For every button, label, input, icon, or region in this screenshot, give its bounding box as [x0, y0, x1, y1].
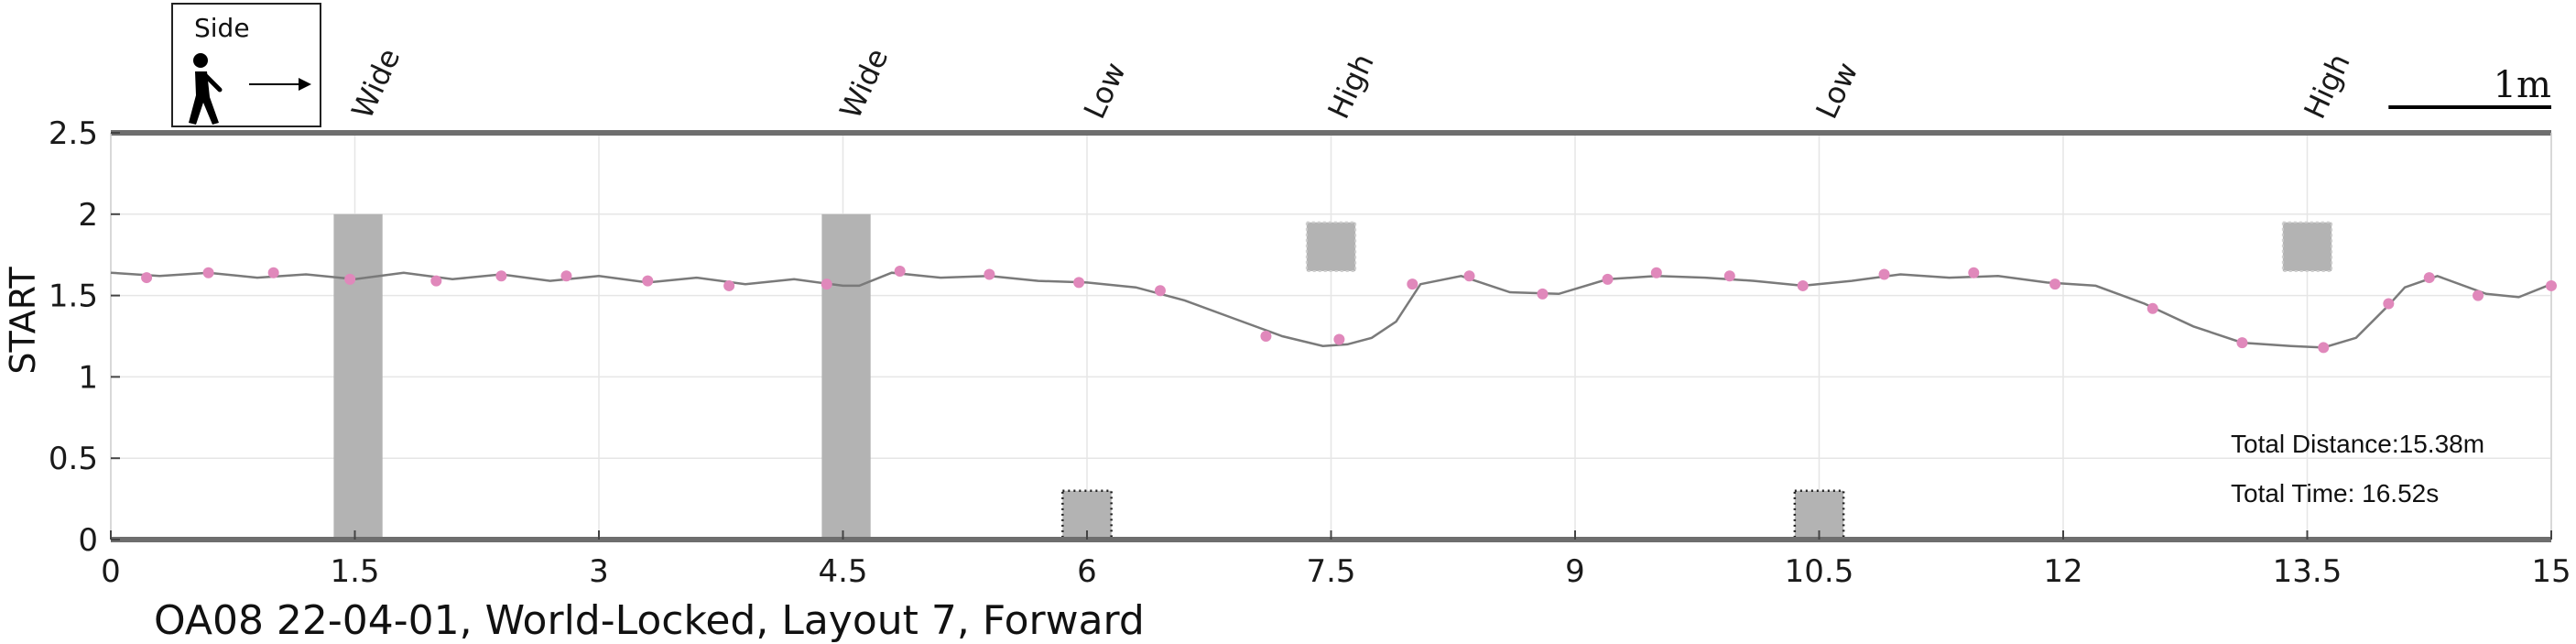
trajectory-point: [430, 275, 442, 287]
trajectory-point: [141, 272, 153, 284]
trajectory-point: [1602, 273, 1614, 285]
obstacle-high-3: [1305, 221, 1357, 272]
x-tick-label: 7.5: [1306, 553, 1355, 590]
trajectory-point: [495, 270, 507, 282]
trajectory-point: [1260, 331, 1272, 342]
obstacle-label-high: High: [2297, 49, 2357, 125]
y-tick-label: 0.5: [49, 441, 98, 477]
walking-person-arrow-icon: [189, 53, 311, 125]
x-tick-label: 9: [1565, 553, 1585, 590]
trajectory-point: [1797, 279, 1809, 291]
scale-bar: 1m: [2388, 64, 2551, 109]
trajectory-point: [1333, 333, 1345, 345]
tick-labels: 0 1.5 3 4.5 6 7.5 9 10.5 12 13.5 15 0 0.5 1 1.5 2 2.5: [49, 115, 2571, 590]
trajectory-points: [141, 265, 2557, 354]
total-time: Total Time: 16.52s: [2231, 479, 2439, 508]
obstacle-high-5: [2281, 221, 2333, 272]
trajectory-point: [642, 275, 654, 287]
x-tick-label: 10.5: [1785, 553, 1854, 590]
x-tick-label: 12: [2043, 553, 2082, 590]
obstacle-label-low: Low: [1077, 57, 1133, 124]
obstacle-label-wide: Wide: [344, 43, 407, 124]
trajectory-point: [1878, 268, 1890, 280]
x-tick-label: 6: [1077, 553, 1097, 590]
trajectory-point: [2423, 272, 2435, 284]
y-axis-label: START: [3, 267, 43, 375]
obstacle-label-wide: Wide: [832, 43, 895, 124]
trajectory-point: [202, 267, 214, 278]
obstacle-wide-1: [821, 213, 871, 540]
trajectory-point: [1723, 270, 1735, 282]
x-tick-label: 3: [589, 553, 609, 590]
legend-label: Side: [194, 13, 250, 43]
trajectory-point: [1968, 267, 1980, 278]
trajectory-point: [2318, 342, 2330, 354]
y-tick-label: 2.5: [49, 115, 98, 152]
total-distance: Total Distance:15.38m: [2231, 430, 2484, 458]
y-tick-label: 1: [78, 359, 98, 396]
obstacles: [333, 213, 2333, 541]
obstacle-label-high: High: [1321, 49, 1381, 125]
trajectory-point: [1154, 285, 1166, 297]
trajectory-point: [2236, 337, 2248, 349]
x-tick-label: 15: [2531, 553, 2571, 590]
x-tick-label: 13.5: [2273, 553, 2342, 590]
y-tick-label: 0: [78, 522, 98, 559]
trajectory-point: [2049, 278, 2061, 290]
trajectory-point: [723, 279, 735, 291]
trajectory-point: [2546, 279, 2557, 291]
x-tick-label: 0: [101, 553, 121, 590]
trajectory-point: [821, 278, 832, 290]
x-tick-label: 4.5: [818, 553, 867, 590]
trajectory-point: [1463, 270, 1475, 282]
trajectory-point: [1073, 277, 1085, 289]
trajectory-point: [1650, 267, 1662, 278]
y-tick-label: 2: [78, 197, 98, 234]
trajectory-point: [267, 267, 279, 278]
trajectory-point: [2147, 302, 2158, 314]
scale-bar-label: 1m: [2494, 64, 2551, 106]
grid: [110, 132, 2552, 540]
obstacle-annotations: Wide Wide Low High Low High: [344, 43, 2357, 124]
trajectory-point: [2383, 298, 2395, 310]
trajectory-point: [894, 265, 906, 277]
legend-box: Side: [171, 3, 321, 127]
obstacle-label-low: Low: [1809, 57, 1864, 124]
x-tick-label: 1.5: [330, 553, 379, 590]
trajectory-point: [1537, 288, 1549, 300]
trajectory-point: [560, 270, 572, 282]
trajectory-point: [1407, 278, 1418, 290]
y-tick-label: 1.5: [49, 278, 98, 315]
trajectory-point: [2473, 289, 2484, 301]
chart-caption: OA08 22-04-01, World-Locked, Layout 7, F…: [154, 597, 1145, 644]
trajectory-point: [344, 273, 356, 285]
trajectory-point: [984, 268, 995, 280]
obstacle-wide-0: [333, 213, 383, 540]
